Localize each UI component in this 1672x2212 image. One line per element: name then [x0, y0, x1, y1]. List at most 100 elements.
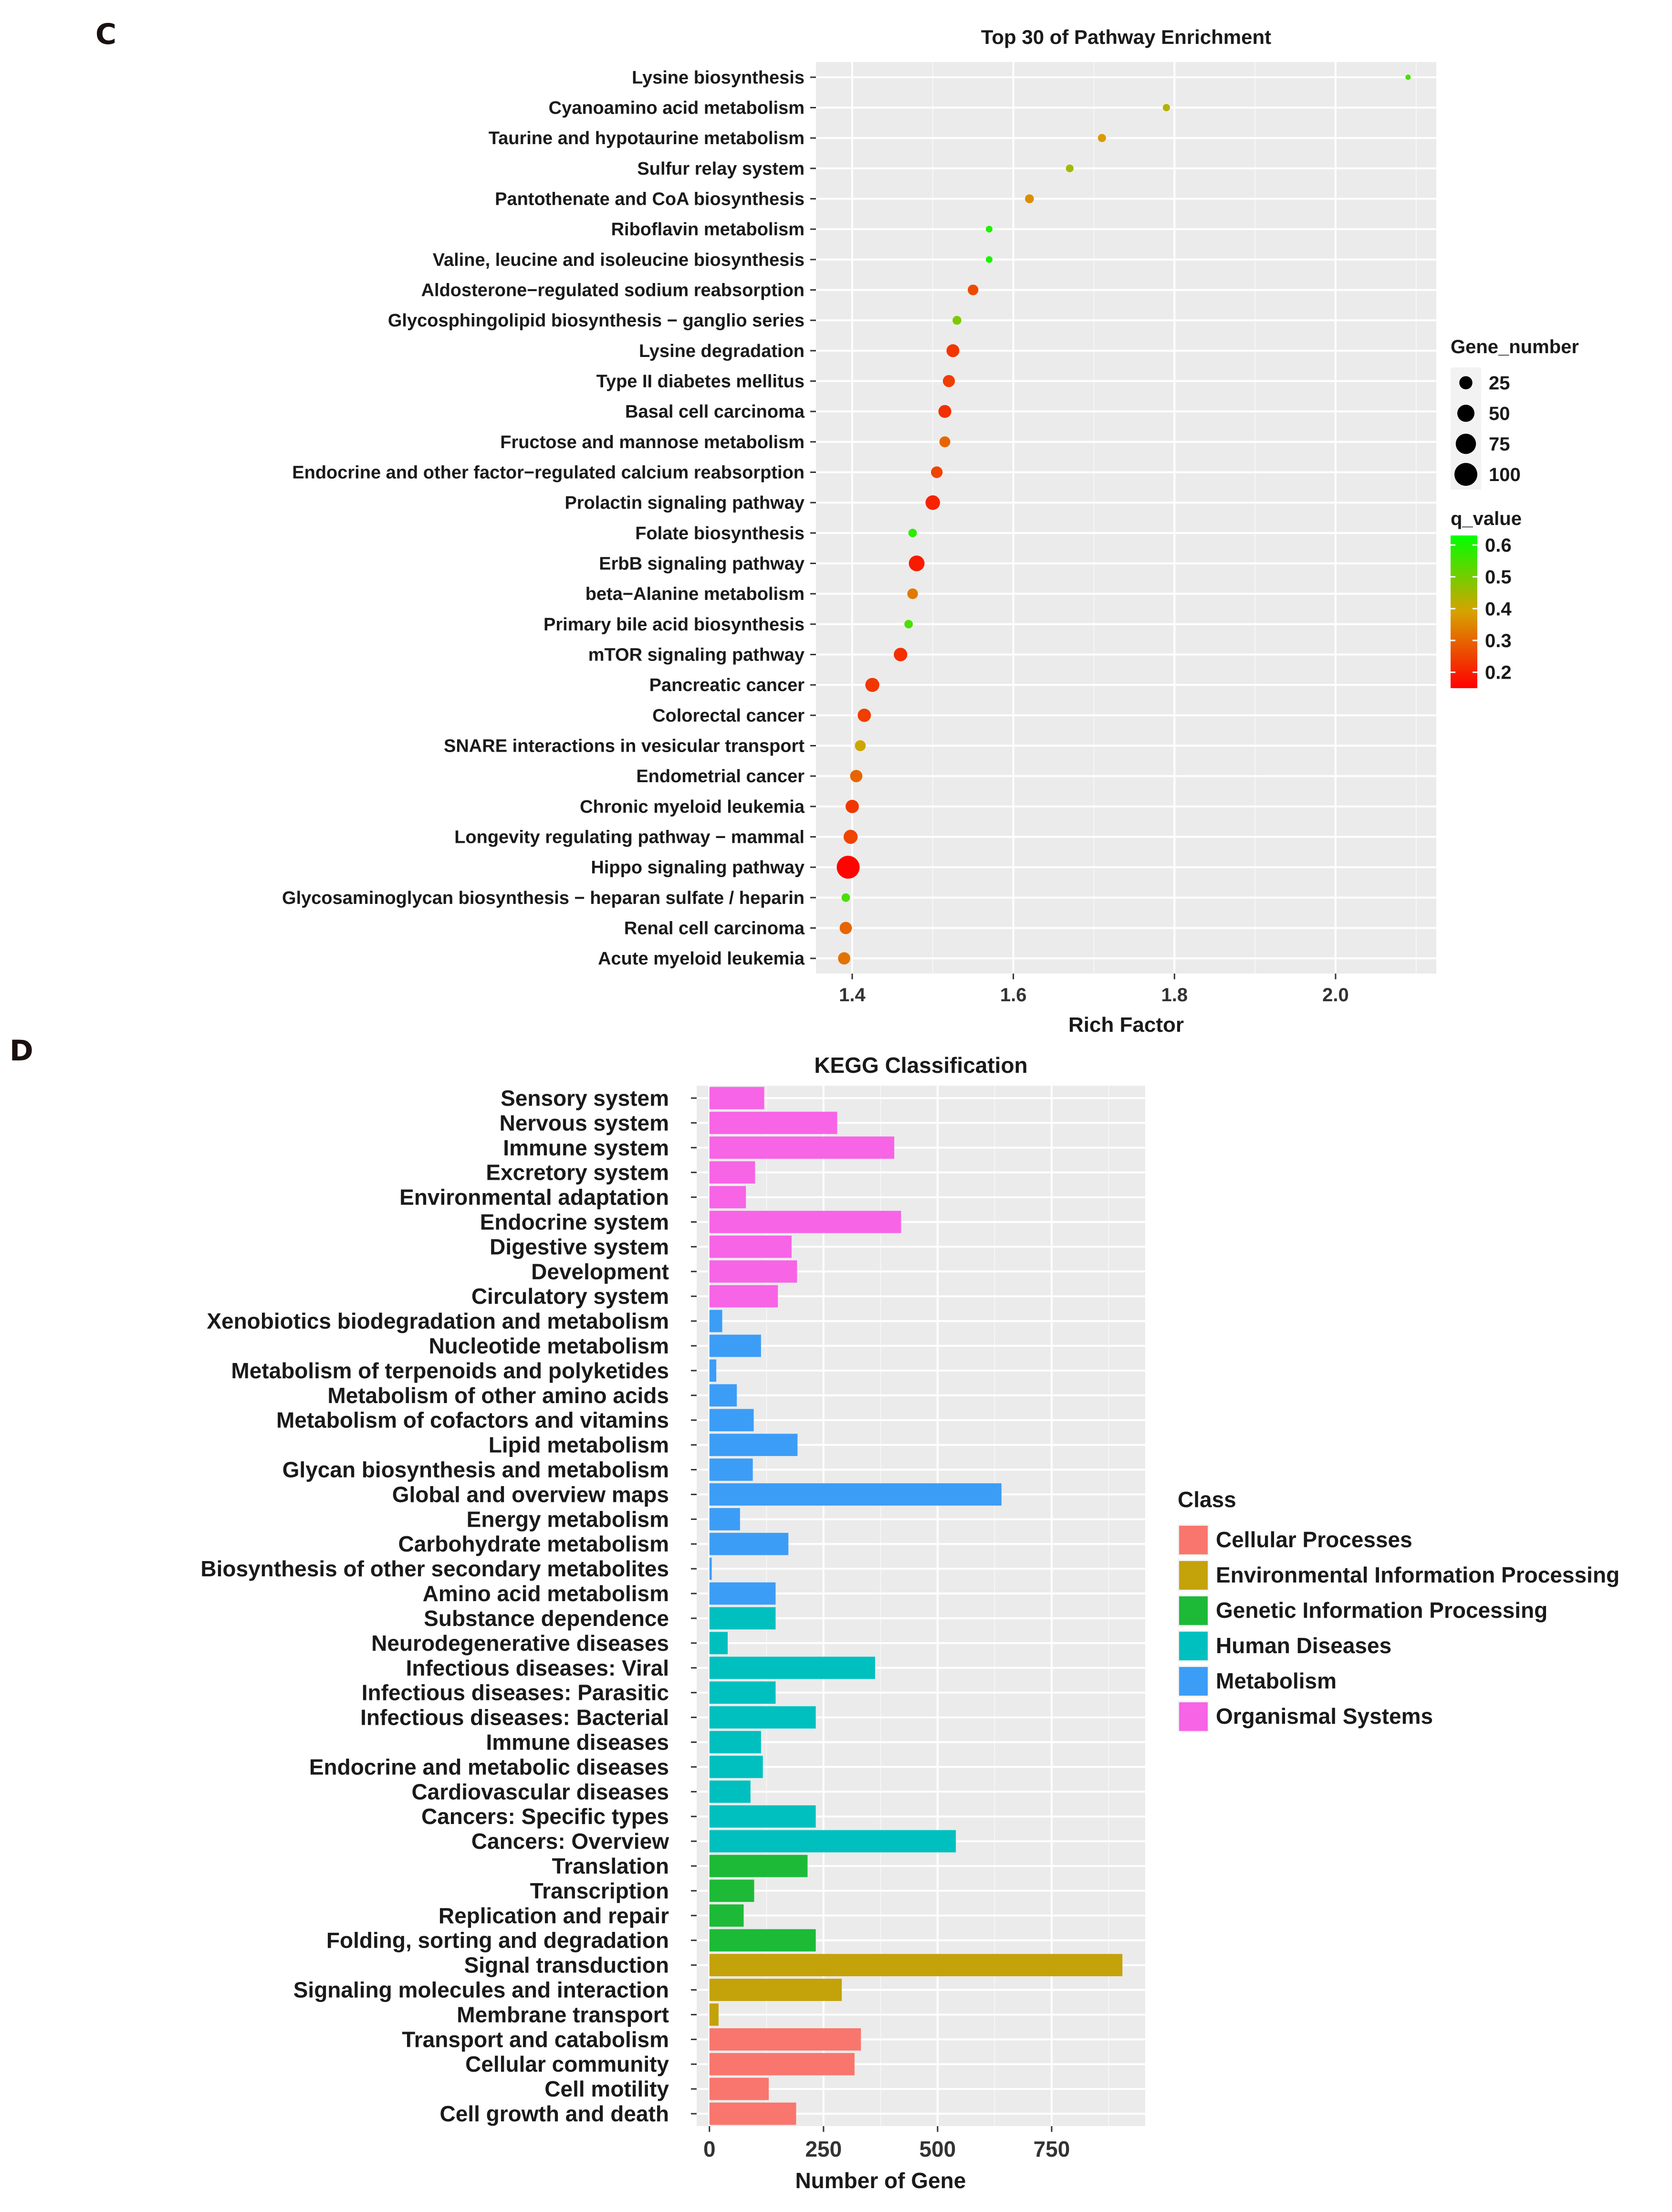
- data-point-endocrine-and-other-factor-regulated-calcium-reabsorption: [931, 466, 943, 478]
- bar-endocrine-and-metabolic-diseases: [709, 1756, 763, 1778]
- y-tick-label: Endometrial cancer: [636, 766, 805, 786]
- y-tick-label: Endocrine and other factor−regulated cal…: [292, 463, 805, 483]
- data-point-primary-bile-acid-biosynthesis: [904, 619, 913, 629]
- y-tick-label: Acute myeloid leukemia: [598, 949, 805, 969]
- y-tick-label: Carbohydrate metabolism: [398, 1531, 669, 1556]
- y-tick-label: Substance dependence: [424, 1606, 669, 1631]
- y-tick-label: Glycosphingolipid biosynthesis − ganglio…: [388, 311, 805, 331]
- y-tick-label: Metabolism of terpenoids and polyketides: [231, 1358, 669, 1383]
- y-tick-label: Amino acid metabolism: [423, 1581, 669, 1606]
- y-tick-label: Lysine degradation: [639, 341, 805, 361]
- bar-replication-and-repair: [709, 1904, 744, 1927]
- size-legend-label: 100: [1489, 464, 1521, 485]
- bar-cell-growth-and-death: [709, 2102, 796, 2125]
- y-tick-label: Renal cell carcinoma: [624, 919, 805, 939]
- class-legend-swatch: [1179, 1667, 1208, 1696]
- bar-xenobiotics-biodegradation-and-metabolism: [709, 1310, 722, 1332]
- y-tick-label: Cellular community: [465, 2052, 669, 2076]
- panel-label-d: D: [10, 1034, 33, 1068]
- class-legend-label: Human Diseases: [1216, 1633, 1391, 1658]
- bar-signaling-molecules-and-interaction: [709, 1979, 842, 2001]
- data-point-snare-interactions-in-vesicular-transport: [855, 740, 866, 751]
- y-tick-label: Hippo signaling pathway: [591, 858, 805, 878]
- y-tick-label: Cancers: Specific types: [421, 1804, 669, 1829]
- panel-label-c: C: [95, 18, 116, 51]
- class-legend-label: Genetic Information Processing: [1216, 1598, 1547, 1623]
- data-point-lysine-biosynthesis: [1405, 74, 1411, 80]
- data-point-renal-cell-carcinoma: [839, 922, 852, 934]
- y-tick-label: Neurodegenerative diseases: [371, 1631, 669, 1656]
- y-tick-label: Nervous system: [500, 1111, 669, 1135]
- data-point-chronic-myeloid-leukemia: [846, 799, 859, 813]
- bar-amino-acid-metabolism: [709, 1582, 776, 1605]
- y-tick-label: Glycan biosynthesis and metabolism: [282, 1457, 669, 1482]
- data-point-type-ii-diabetes-mellitus: [942, 375, 955, 388]
- y-tick-label: Fructose and mannose metabolism: [500, 432, 805, 452]
- data-point-hippo-signaling-pathway: [836, 856, 860, 879]
- y-tick-label: Excretory system: [486, 1160, 669, 1185]
- bar-transcription: [709, 1879, 754, 1902]
- class-legend-swatch: [1179, 1702, 1208, 1731]
- data-point-riboflavin-metabolism: [985, 226, 993, 233]
- y-tick-label: Development: [531, 1259, 669, 1284]
- x-tick-label: 750: [1034, 2137, 1070, 2161]
- bar-nucleotide-metabolism: [709, 1334, 761, 1357]
- y-tick-label: Xenobiotics biodegradation and metabolis…: [207, 1309, 669, 1333]
- x-tick-label: 500: [920, 2137, 956, 2161]
- y-tick-label: Immune diseases: [486, 1730, 669, 1754]
- y-tick-label: Biosynthesis of other secondary metaboli…: [200, 1556, 669, 1581]
- bar-endocrine-system: [709, 1211, 901, 1233]
- y-tick-label: Signaling molecules and interaction: [293, 1978, 669, 2002]
- plot-panel-background: [816, 62, 1436, 974]
- y-tick-label: ErbB signaling pathway: [599, 554, 805, 574]
- y-tick-label: Endocrine system: [480, 1209, 669, 1234]
- bar-metabolism-of-other-amino-acids: [709, 1384, 737, 1407]
- size-legend-dot: [1454, 463, 1477, 486]
- data-point-aldosterone-regulated-sodium-reabsorption: [968, 284, 979, 295]
- data-point-valine-leucine-and-isoleucine-biosynthesis: [985, 256, 993, 263]
- y-tick-label: Pancreatic cancer: [649, 675, 805, 695]
- bar-carbohydrate-metabolism: [709, 1532, 789, 1555]
- class-legend-swatch: [1179, 1561, 1208, 1590]
- y-tick-label: Cyanoamino acid metabolism: [549, 98, 805, 118]
- data-point-folate-biosynthesis: [908, 528, 917, 537]
- data-point-fructose-and-mannose-metabolism: [939, 436, 951, 448]
- bar-glycan-biosynthesis-and-metabolism: [709, 1458, 753, 1481]
- bar-environmental-adaptation: [709, 1186, 746, 1208]
- size-legend-dot: [1459, 376, 1473, 389]
- y-tick-label: Nucleotide metabolism: [428, 1333, 669, 1358]
- y-tick-label: Sulfur relay system: [637, 159, 805, 179]
- y-tick-label: Type II diabetes mellitus: [596, 372, 805, 392]
- bar-metabolism-of-terpenoids-and-polyketides: [709, 1359, 717, 1382]
- data-point-endometrial-cancer: [850, 770, 863, 783]
- y-tick-label: Environmental adaptation: [399, 1185, 669, 1210]
- class-legend-label: Environmental Information Processing: [1216, 1562, 1620, 1587]
- data-point-sulfur-relay-system: [1066, 164, 1074, 172]
- y-tick-label: Circulatory system: [471, 1284, 669, 1309]
- data-point-basal-cell-carcinoma: [938, 405, 951, 418]
- x-tick-label: 0: [703, 2137, 716, 2161]
- y-tick-label: Endocrine and metabolic diseases: [309, 1754, 669, 1779]
- bar-infectious-diseases-bacterial: [709, 1706, 816, 1729]
- size-legend-label: 50: [1489, 403, 1510, 424]
- y-tick-label: Primary bile acid biosynthesis: [543, 615, 805, 635]
- x-tick-label: 1.8: [1161, 985, 1188, 1006]
- data-point-lysine-degradation: [946, 344, 960, 357]
- y-tick-label: Folding, sorting and degradation: [326, 1928, 669, 1953]
- y-tick-label: SNARE interactions in vesicular transpor…: [444, 736, 805, 756]
- bar-folding-sorting-and-degradation: [709, 1929, 816, 1952]
- color-legend-label: 0.6: [1485, 535, 1512, 556]
- data-point-pancreatic-cancer: [865, 678, 879, 692]
- chart-title: KEGG Classification: [814, 1053, 1027, 1078]
- bar-immune-system: [709, 1136, 895, 1159]
- x-axis-title: Rich Factor: [1068, 1013, 1184, 1037]
- color-legend-label: 0.5: [1485, 567, 1512, 588]
- y-tick-label: Lipid metabolism: [489, 1433, 669, 1457]
- bar-infectious-diseases-parasitic: [709, 1681, 776, 1704]
- y-tick-label: Infectious diseases: Viral: [406, 1656, 669, 1680]
- bar-nervous-system: [709, 1111, 837, 1134]
- y-tick-label: Infectious diseases: Parasitic: [362, 1680, 669, 1705]
- bar-transport-and-catabolism: [709, 2028, 861, 2051]
- data-point-colorectal-cancer: [857, 708, 871, 722]
